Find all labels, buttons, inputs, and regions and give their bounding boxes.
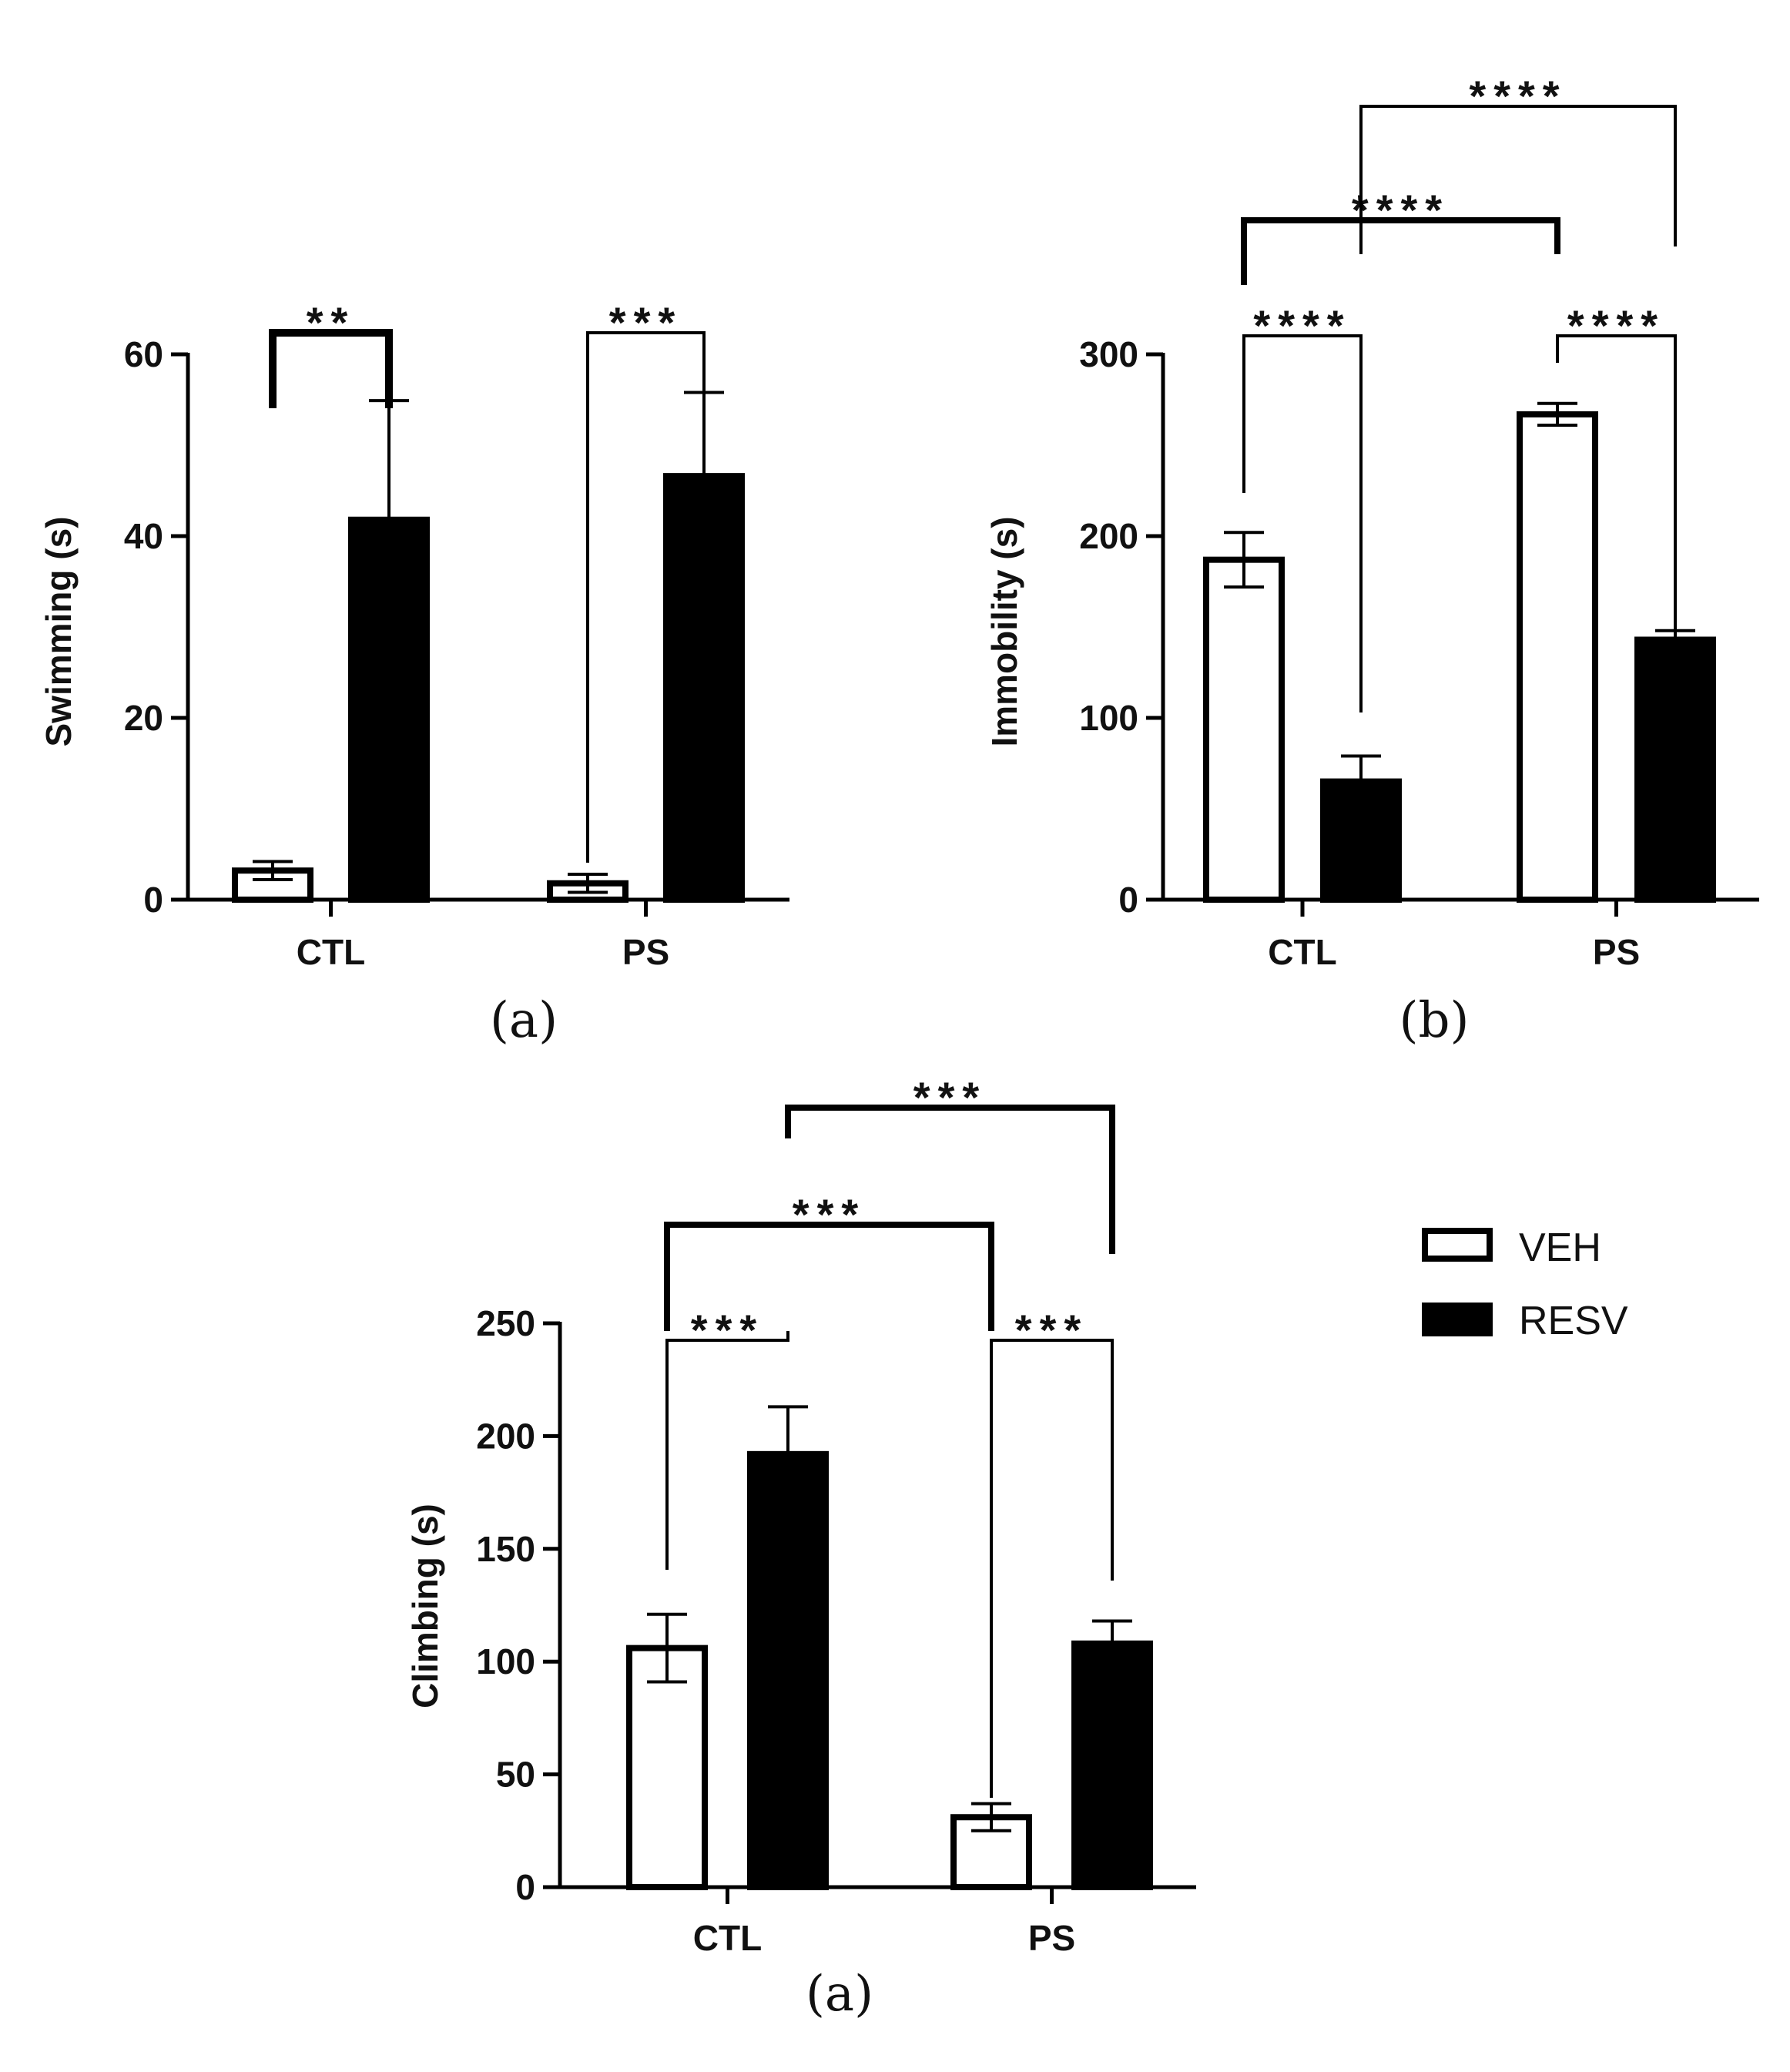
- y-tick-label: 150: [476, 1529, 535, 1569]
- y-tick-label: 0: [143, 880, 163, 920]
- significance-label: ***: [691, 1306, 764, 1354]
- legend-swatch-veh: [1422, 1228, 1493, 1262]
- significance-label: ***: [793, 1190, 866, 1239]
- significance-bracket: [664, 1222, 994, 1331]
- significance-label: ***: [609, 298, 682, 347]
- legend-label-veh: VEH: [1519, 1225, 1601, 1270]
- y-tick-label: 300: [1079, 334, 1138, 374]
- y-tick-label: 250: [476, 1303, 535, 1343]
- y-axis-label: Swimming (s): [39, 516, 79, 746]
- y-tick-label: 200: [476, 1416, 535, 1456]
- panel-label: (a): [806, 1966, 873, 2023]
- significance-bracket: [1359, 105, 1677, 254]
- y-tick-label: 0: [1118, 880, 1138, 920]
- panel-label: (a): [490, 992, 558, 1049]
- significance-bracket: [1556, 334, 1677, 632]
- legend-swatch-resv: [1422, 1303, 1493, 1336]
- y-tick-label: 40: [124, 516, 163, 556]
- bar-veh-ps: [1517, 411, 1598, 903]
- significance-label: **: [307, 298, 356, 347]
- y-tick-label: 0: [515, 1867, 535, 1907]
- significance-label: ****: [1352, 186, 1450, 234]
- y-tick-label: 100: [476, 1641, 535, 1681]
- bar-resv-ps: [663, 473, 745, 903]
- significance-label: ***: [913, 1073, 987, 1121]
- bar-veh-ctl: [626, 1645, 708, 1891]
- legend-label-resv: RESV: [1519, 1299, 1628, 1343]
- bar-veh-ctl: [1203, 556, 1285, 903]
- chart-panel-2: 0 100 200 300 CTL PS Immobility (s) **** **** ***…: [984, 72, 1759, 1049]
- y-axis-label: Climbing (s): [405, 1504, 445, 1708]
- x-tick-label: PS: [622, 932, 669, 972]
- x-tick-label: CTL: [297, 932, 365, 972]
- significance-bracket: [665, 1331, 789, 1570]
- significance-label: ****: [1253, 301, 1351, 350]
- legend: VEH RESV: [1422, 1225, 1628, 1343]
- significance-label: ****: [1469, 72, 1567, 120]
- significance-bracket: [269, 329, 393, 408]
- significance-bracket: [1242, 334, 1363, 712]
- bar-resv-ctl: [747, 1450, 829, 1890]
- x-tick-label: PS: [1028, 1918, 1075, 1958]
- significance-bracket: [990, 1339, 1114, 1798]
- y-tick-label: 100: [1079, 698, 1138, 738]
- bar-resv-ctl: [1320, 778, 1402, 903]
- chart-panel-3: 0 50 100 150 200 250 CTL PS Climbing (s) *** *** **…: [405, 1073, 1196, 2023]
- bar-resv-ps: [1071, 1640, 1153, 1890]
- panel-label: (b): [1399, 992, 1470, 1049]
- x-tick-label: PS: [1593, 932, 1640, 972]
- significance-bracket: [785, 1105, 1115, 1254]
- y-axis-label: Immobility (s): [984, 516, 1024, 746]
- x-tick-label: CTL: [1268, 932, 1336, 972]
- y-tick-label: 50: [496, 1755, 535, 1795]
- significance-bracket: [1241, 217, 1560, 285]
- significance-label: ****: [1567, 301, 1665, 350]
- y-tick-label: 60: [124, 334, 163, 374]
- significance-bracket: [586, 331, 706, 863]
- significance-label: ***: [1015, 1306, 1088, 1354]
- bar-resv-ps: [1634, 636, 1716, 904]
- bar-resv-ctl: [348, 516, 430, 903]
- y-tick-label: 20: [124, 698, 163, 738]
- y-tick-label: 200: [1079, 516, 1138, 556]
- x-tick-label: CTL: [693, 1918, 762, 1958]
